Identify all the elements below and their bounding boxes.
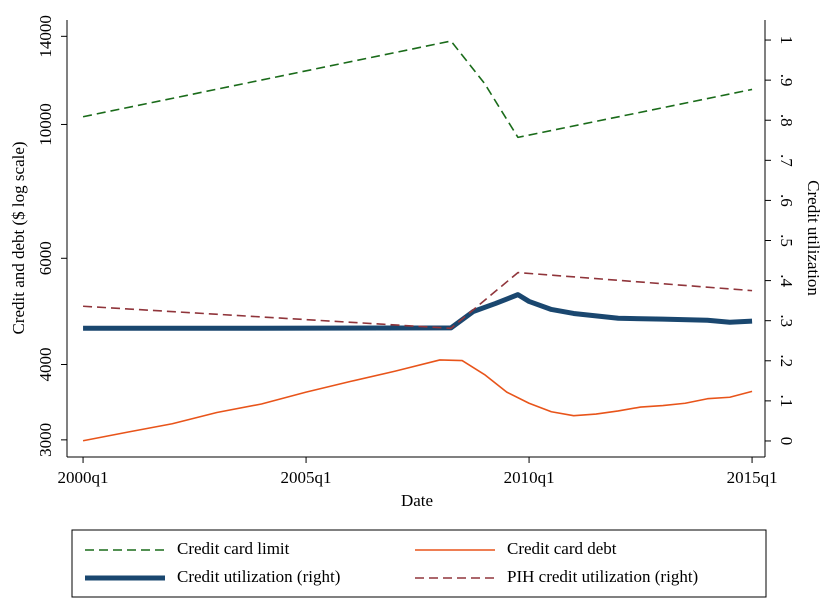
y2-tick-label: .3 xyxy=(777,314,796,327)
legend-label: PIH credit utilization (right) xyxy=(507,567,698,586)
series-line xyxy=(82,40,753,139)
legend-label: Credit card debt xyxy=(507,539,617,558)
y-axis-title: Credit and debt ($ log scale) xyxy=(9,141,28,334)
y2-tick-label: .4 xyxy=(777,274,796,287)
series-line xyxy=(82,359,753,442)
y2-tick-label: .8 xyxy=(777,114,796,127)
legend-label: Credit card limit xyxy=(177,539,290,558)
x-tick-label: 2005q1 xyxy=(281,468,332,487)
series-line xyxy=(83,292,753,331)
legend-label: Credit utilization (right) xyxy=(177,567,340,586)
y2-tick-label: .9 xyxy=(777,74,796,87)
y2-tick-label: 1 xyxy=(777,36,796,45)
y2-axis-title: Credit utilization xyxy=(804,180,823,296)
y2-tick-label: .5 xyxy=(777,234,796,247)
y2-tick-label: .6 xyxy=(777,194,796,207)
y2-tick-label: .2 xyxy=(777,354,796,367)
legend-box xyxy=(71,529,767,598)
x-axis-title: Date xyxy=(401,491,433,510)
y2-tick-label: 0 xyxy=(777,437,796,446)
y-tick-label: 14000 xyxy=(36,15,55,58)
y2-tick-label: .7 xyxy=(777,154,796,167)
x-tick-label: 2015q1 xyxy=(727,468,778,487)
y-tick-label: 3000 xyxy=(36,423,55,457)
series-line xyxy=(83,271,753,330)
y-tick-label: 6000 xyxy=(36,241,55,275)
y-tick-label: 10000 xyxy=(36,103,55,146)
y2-tick-label: .1 xyxy=(777,394,796,407)
x-tick-label: 2000q1 xyxy=(58,468,109,487)
x-tick-label: 2010q1 xyxy=(504,468,555,487)
y-tick-label: 4000 xyxy=(36,347,55,381)
